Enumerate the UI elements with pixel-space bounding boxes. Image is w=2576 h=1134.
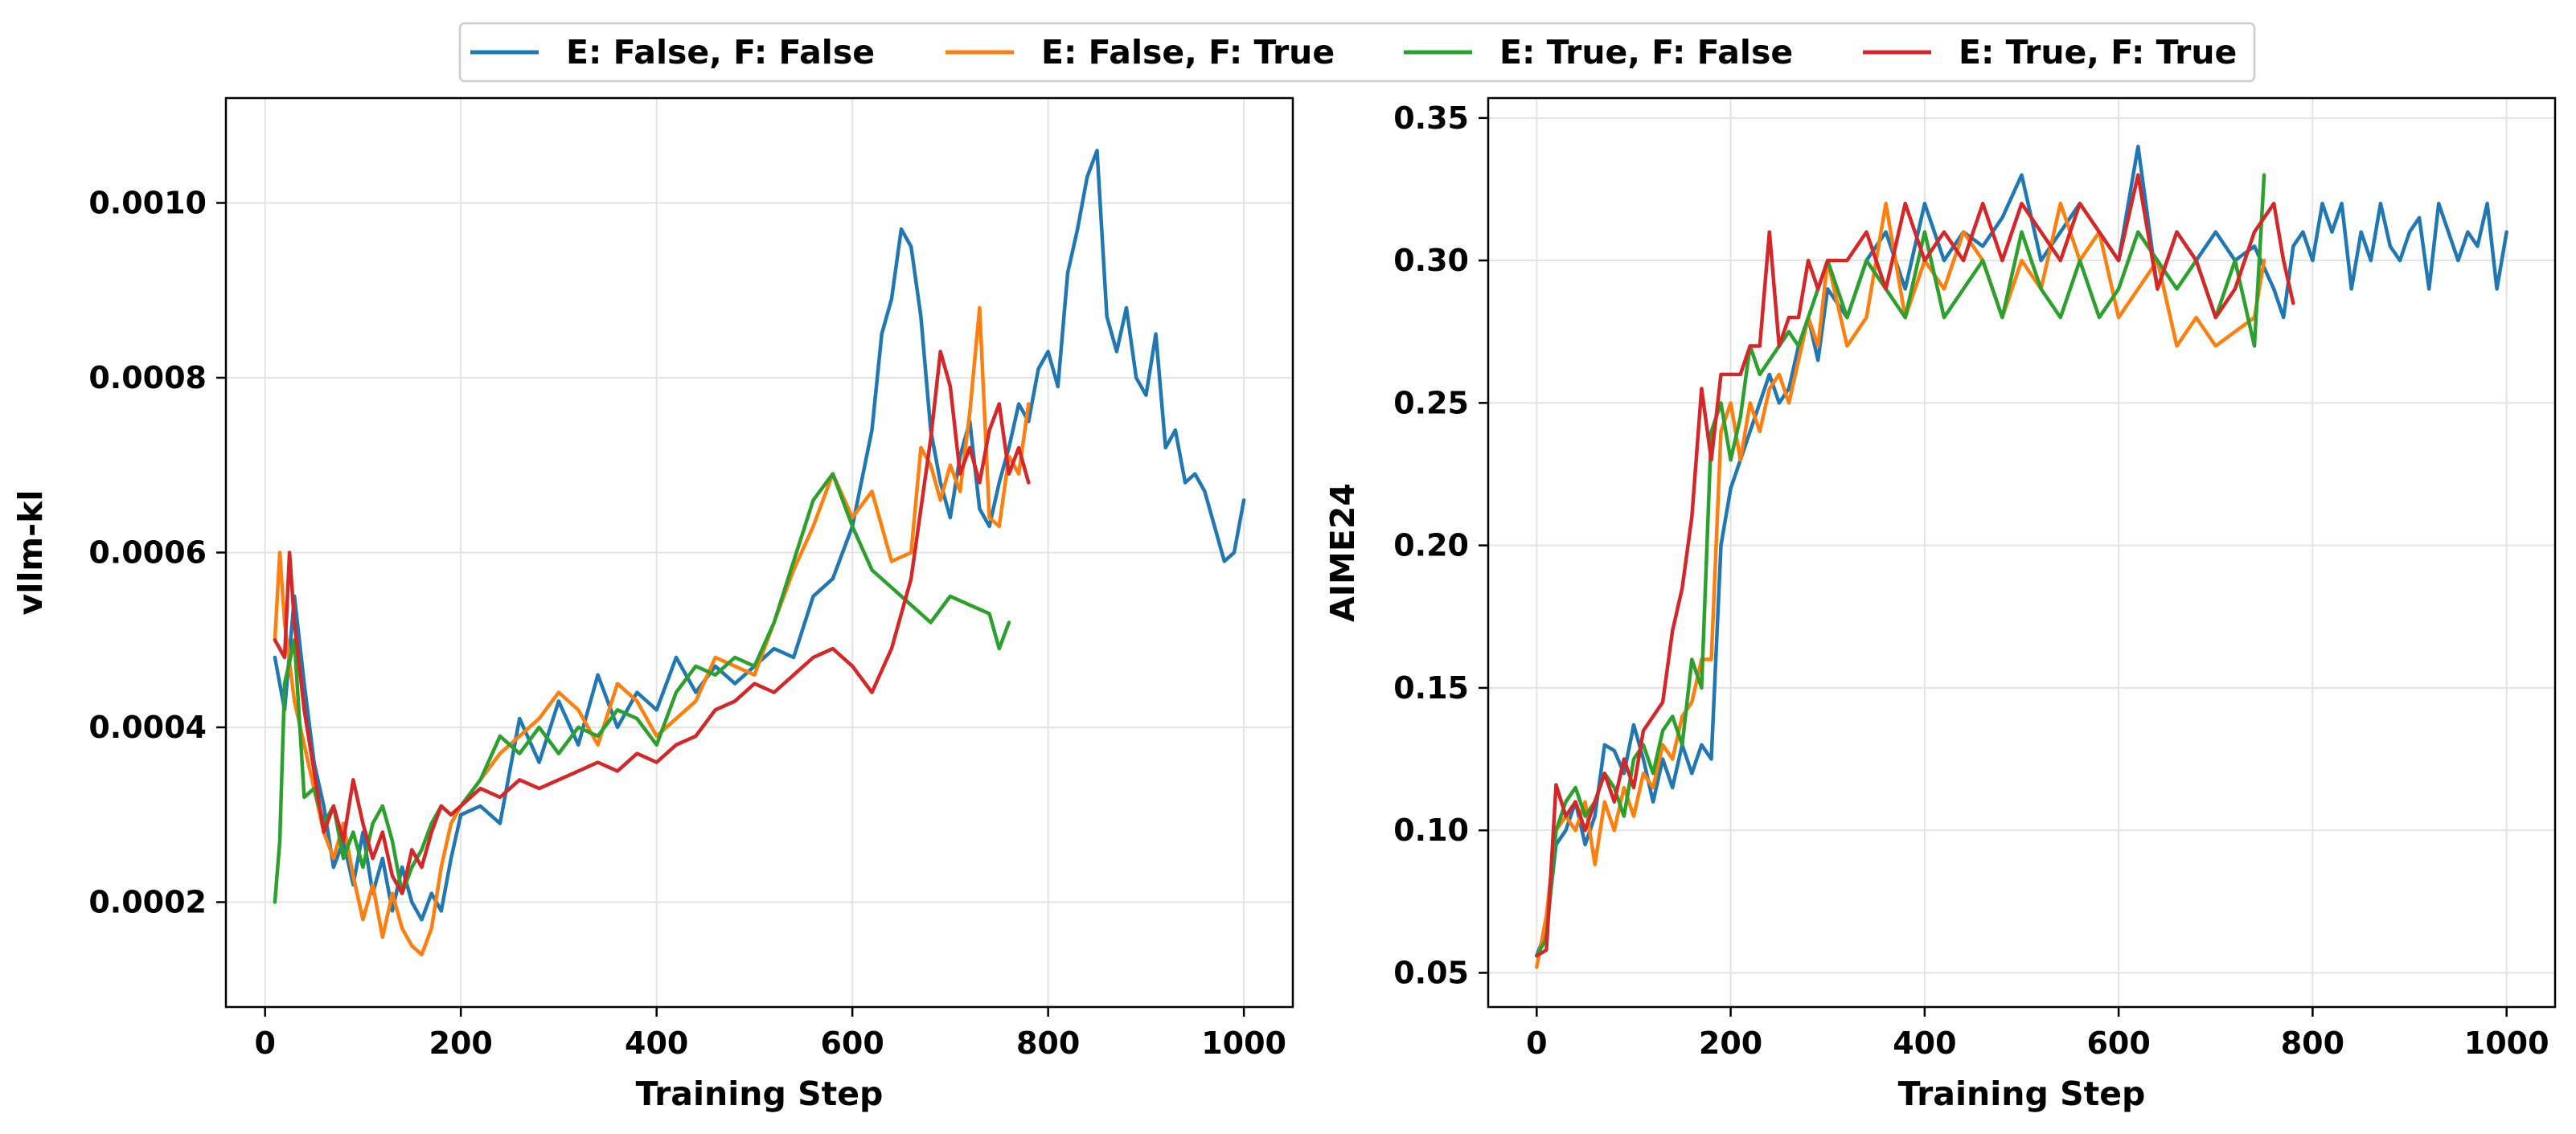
aime-series-4-line — [1535, 173, 2295, 958]
aime-x-axis-label: Training Step — [1898, 1075, 2146, 1113]
kl-xtick-label-3: 600 — [820, 1026, 884, 1061]
kl-ytick-label-3: 0.0008 — [88, 360, 207, 395]
aime-ytick-label-6: 0.35 — [1393, 100, 1469, 136]
kl-ytick-label-2: 0.0006 — [88, 535, 207, 571]
kl-series-group — [273, 149, 1246, 957]
kl-series-1-line — [273, 149, 1246, 922]
kl-x-axis-label: Training Step — [636, 1075, 884, 1113]
legend-entry-3: E: True, F: False — [1404, 33, 1793, 72]
aime-series-group — [1535, 145, 2508, 969]
kl-xtick-label-4: 800 — [1016, 1026, 1080, 1061]
kl-series-4-line — [273, 350, 1031, 895]
aime-ytick-label-3: 0.20 — [1393, 528, 1469, 563]
aime-ytick-label-1: 0.10 — [1393, 813, 1469, 848]
aime-ytick-label-2: 0.15 — [1393, 670, 1469, 706]
kl-xtick-label-5: 1000 — [1201, 1026, 1286, 1061]
kl-xtick-label-1: 200 — [429, 1026, 493, 1061]
legend-entry-2: E: False, F: True — [945, 33, 1335, 72]
kl-xtick-label-2: 400 — [625, 1026, 688, 1061]
aime-xtick-label-1: 200 — [1699, 1026, 1762, 1061]
aime-y-axis-label: AIME24 — [1323, 483, 1362, 622]
aime-ytick-label-0: 0.05 — [1393, 955, 1469, 990]
kl-ytick-label-4: 0.0010 — [88, 186, 207, 221]
aime-xtick-label-2: 400 — [1893, 1026, 1956, 1061]
aime-xtick-label-3: 600 — [2086, 1026, 2150, 1061]
aime-series-2-line — [1535, 201, 2266, 969]
kl-y-axis-label: vllm-kl — [11, 490, 50, 616]
legend-entry-1: E: False, F: False — [470, 33, 875, 72]
aime-xtick-label-5: 1000 — [2464, 1026, 2549, 1061]
legend-label-3: E: True, F: False — [1499, 33, 1793, 72]
kl-xtick-label-0: 0 — [254, 1026, 275, 1061]
kl-chart: 0 200 400 600 800 1000 0.0002 0.0004 0.0006 0.000… — [11, 96, 1294, 1113]
legend-frame — [458, 22, 2256, 83]
legend-label-4: E: True, F: True — [1959, 33, 2237, 72]
aime-xtick-label-4: 800 — [2281, 1026, 2344, 1061]
kl-ytick-label-0: 0.0002 — [88, 885, 207, 920]
aime-xtick-label-0: 0 — [1526, 1026, 1547, 1061]
legend-entry-4: E: True, F: True — [1863, 33, 2237, 72]
aime-ytick-label-4: 0.25 — [1393, 385, 1469, 420]
kl-series-3-line — [273, 472, 1011, 904]
legend-label-2: E: False, F: True — [1041, 33, 1335, 72]
aime-plot-frame — [1487, 96, 2557, 1009]
aime-series-1-line — [1535, 145, 2508, 958]
legend: E: False, F: False E: False, F: True E: … — [458, 22, 2256, 83]
kl-ytick-label-1: 0.0004 — [88, 710, 207, 745]
aime24-chart: 0 200 400 600 800 1000 0.05 0.10 0.15 0.20 0.25 0.3… — [1323, 96, 2557, 1113]
kl-series-2-line — [273, 305, 1031, 957]
aime-ytick-label-5: 0.30 — [1393, 243, 1469, 278]
aime-series-3-line — [1535, 173, 2266, 958]
legend-label-1: E: False, F: False — [566, 33, 875, 72]
